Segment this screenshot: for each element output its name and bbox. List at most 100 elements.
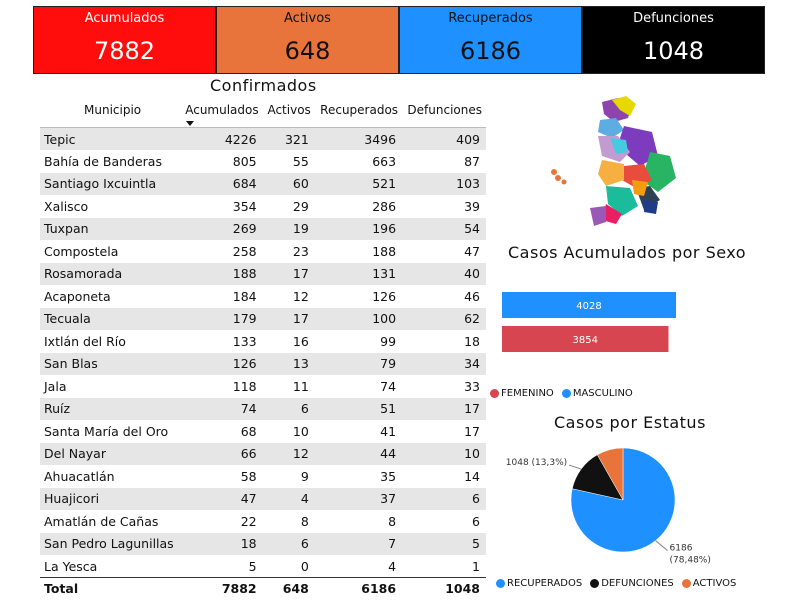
map-region <box>590 206 606 226</box>
table-row[interactable]: San Blas 126 13 79 34 <box>40 352 486 375</box>
table-row[interactable]: San Pedro Lagunillas 18 6 7 5 <box>40 532 486 555</box>
sex-legend: FEMENINO MASCULINO <box>490 388 633 399</box>
cell-value: 12 <box>262 442 315 465</box>
legend-item-activos[interactable]: ACTIVOS <box>681 578 736 589</box>
cell-value: 103 <box>402 172 486 195</box>
municipality-name: Rosamorada <box>40 262 180 285</box>
cell-value: 60 <box>262 172 315 195</box>
cell-value: 133 <box>232 333 257 349</box>
cell-value: 6 <box>402 487 486 510</box>
municipality-name: San Blas <box>40 352 180 375</box>
map-region <box>606 186 638 216</box>
sort-descending-icon[interactable] <box>185 121 194 126</box>
table-row[interactable]: Huajicori 47 4 37 6 <box>40 487 486 510</box>
kpi-value: 7882 <box>93 37 156 65</box>
table-row[interactable]: Santiago Ixcuintla 684 60 521 103 <box>40 172 486 195</box>
cell-value: 58 <box>240 468 257 484</box>
legend-dot-icon <box>590 579 600 588</box>
bar-data-label: 4028 <box>576 301 601 312</box>
table-row[interactable]: Del Nayar 66 12 44 10 <box>40 442 486 465</box>
kpi-row: Acumulados 7882 Activos 648 Recuperados 6186 D… <box>33 6 765 74</box>
municipality-name: Xalisco <box>44 198 89 214</box>
cell-value: 39 <box>464 198 480 214</box>
legend-item-recuperados[interactable]: RECUPERADOS <box>496 578 582 589</box>
pie-slice-activos[interactable] <box>596 447 624 501</box>
cell-value: 409 <box>402 127 486 150</box>
bar-femenino[interactable] <box>502 326 669 352</box>
cell-value: 6 <box>472 513 480 529</box>
nayarit-map <box>540 96 700 230</box>
cell-value: 74 <box>380 378 397 394</box>
pie-legend: RECUPERADOS DEFUNCIONES ACTIVOS <box>496 578 736 589</box>
table-title: Confirmados <box>210 76 317 95</box>
table-row[interactable]: Ixtlán del Río 133 16 99 18 <box>40 330 486 353</box>
cell-value: 13 <box>262 352 315 375</box>
bar-masculino[interactable] <box>502 292 676 318</box>
municipality-name: Jala <box>44 378 67 394</box>
pie-data-label: 1048 (13,3%) <box>506 458 567 468</box>
cell-value: 12 <box>292 288 309 304</box>
cell-value: 126 <box>179 352 263 375</box>
cell-value: 286 <box>372 198 397 214</box>
cell-value: 14 <box>464 468 480 484</box>
cell-value: 1 <box>472 558 480 574</box>
table-row[interactable]: Xalisco 354 29 286 39 <box>40 195 486 218</box>
table-row[interactable]: Ruíz 74 6 51 17 <box>40 397 486 420</box>
cell-value: 8 <box>388 513 397 529</box>
table-row[interactable]: Tuxpan 269 19 196 54 <box>40 217 486 240</box>
table-row[interactable]: Tepic 4226 321 3496 409 <box>40 127 486 150</box>
column-header[interactable]: Recuperados <box>320 103 399 117</box>
legend-item-defunciones[interactable]: DEFUNCIONES <box>590 578 674 589</box>
map-region <box>644 152 676 192</box>
cell-value: 4 <box>262 487 315 510</box>
cell-value: 44 <box>314 442 403 465</box>
municipality-name: Huajicori <box>40 487 180 510</box>
column-header[interactable]: Activos <box>267 103 311 117</box>
cell-value: 11 <box>292 378 309 394</box>
legend-label: RECUPERADOS <box>507 578 583 589</box>
map-region <box>612 96 636 116</box>
cell-value: 17 <box>402 397 486 420</box>
table-row[interactable]: Acaponeta 184 12 126 46 <box>40 285 486 308</box>
total-value: 1048 <box>402 577 486 600</box>
table-row[interactable]: Bahía de Banderas 805 55 663 87 <box>40 150 486 173</box>
legend-item-femenino[interactable]: FEMENINO <box>490 388 554 399</box>
table-row[interactable]: Rosamorada 188 17 131 40 <box>40 262 486 285</box>
municipality-name: Ahuacatlán <box>44 468 115 484</box>
cell-value: 7 <box>314 532 403 555</box>
cell-value: 16 <box>292 333 309 349</box>
pie-leader-line <box>655 540 668 551</box>
cell-value: 22 <box>240 513 257 529</box>
table-row[interactable]: Ahuacatlán 58 9 35 14 <box>40 465 486 488</box>
legend-dot-icon <box>561 389 571 398</box>
cell-value: 684 <box>179 172 263 195</box>
cell-value: 188 <box>372 243 397 259</box>
table-row[interactable]: Jala 118 11 74 33 <box>40 375 486 398</box>
table-row[interactable]: Tecuala 179 17 100 62 <box>40 307 486 330</box>
cell-value: 41 <box>380 423 397 439</box>
table-row[interactable]: Amatlán de Cañas 22 8 8 6 <box>40 510 486 533</box>
total-label: Total <box>40 577 180 600</box>
cell-value: 47 <box>464 243 480 259</box>
table-row[interactable]: Compostela 258 23 188 47 <box>40 240 486 263</box>
cell-value: 179 <box>179 307 263 330</box>
column-header[interactable]: Defunciones <box>407 103 482 117</box>
cell-value: 54 <box>402 217 486 240</box>
column-header[interactable]: Municipio <box>84 103 142 117</box>
municipality-name: Ixtlán del Río <box>44 333 126 349</box>
column-header[interactable]: Acumulados <box>180 100 263 128</box>
table-row[interactable]: Santa María del Oro 68 10 41 17 <box>40 420 486 443</box>
municipality-name: Ruíz <box>40 397 180 420</box>
map-region <box>598 118 624 138</box>
cell-value: 5 <box>402 532 486 555</box>
cell-value: 805 <box>232 153 257 169</box>
legend-item-masculino[interactable]: MASCULINO <box>561 388 633 399</box>
kpi-card-defunciones: Defunciones 1048 <box>582 6 765 74</box>
cell-value: 258 <box>232 243 257 259</box>
map-region <box>644 200 658 214</box>
table-row[interactable]: La Yesca 5 0 4 1 <box>40 555 486 578</box>
cell-value: 663 <box>372 153 397 169</box>
kpi-label: Recuperados <box>448 11 533 26</box>
cell-value: 5 <box>248 558 257 574</box>
pie-slice-recuperados[interactable] <box>570 447 676 553</box>
